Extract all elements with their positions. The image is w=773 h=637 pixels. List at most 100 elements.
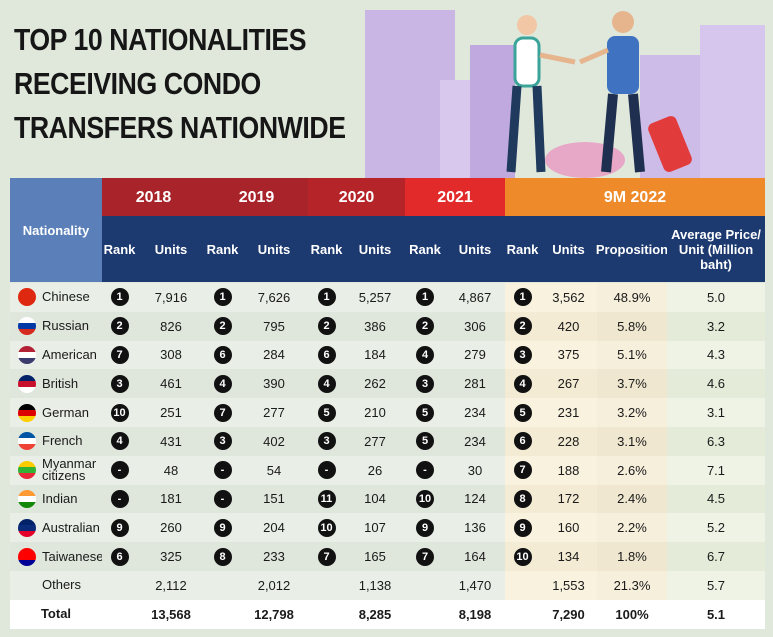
rank-cell: 2: [102, 311, 137, 341]
rank-badge: 9: [213, 518, 232, 537]
rank-badge: -: [416, 461, 434, 480]
flag: [18, 345, 36, 364]
units-cell: 1,553: [540, 571, 597, 600]
rank-badge: 4: [317, 374, 336, 393]
units-cell: 1,138: [345, 571, 405, 600]
year-header: 9M 2022: [505, 178, 765, 216]
person-legs: [601, 93, 645, 173]
nationality-name: British: [42, 375, 79, 391]
rank-cell: 10: [102, 398, 137, 427]
units-cell: 134: [540, 542, 597, 571]
flag: [18, 461, 36, 480]
nationality-header: Nationality: [10, 178, 102, 282]
units-cell: 210: [345, 398, 405, 427]
units-cell: 231: [540, 398, 597, 427]
units-cell: 164: [445, 542, 505, 571]
sub-header: Units: [345, 216, 405, 282]
rank-badge: 7: [317, 547, 336, 566]
rank-cell: 5: [405, 398, 445, 427]
units-cell: 267: [540, 369, 597, 399]
person-head: [517, 15, 537, 35]
units-cell: 8,285: [345, 599, 405, 629]
rank-badge: 11: [317, 489, 336, 508]
units-cell: 136: [445, 513, 505, 543]
price-cell: 4.6: [667, 369, 765, 399]
sub-header: Units: [240, 216, 308, 282]
rank-badge: 1: [416, 288, 434, 307]
units-cell: 4,867: [445, 283, 505, 312]
year-header: 2021: [405, 178, 505, 216]
rank-cell: 5: [505, 398, 540, 427]
year-header: 2018: [102, 178, 205, 216]
rank-badge: 7: [416, 547, 434, 566]
units-cell: 3,562: [540, 283, 597, 312]
units-cell: 26: [345, 455, 405, 485]
price-cell: 6.7: [667, 542, 765, 571]
rank-cell: 3: [205, 427, 240, 456]
rank-cell: -: [205, 455, 240, 485]
units-cell: 54: [240, 455, 308, 485]
flag: [18, 518, 36, 537]
rank-cell: 9: [205, 513, 240, 543]
price-cell: 5.2: [667, 513, 765, 543]
rank-badge: 2: [317, 317, 336, 336]
units-cell: 386: [345, 311, 405, 341]
rank-cell: [102, 599, 137, 629]
rank-badge: 3: [513, 345, 532, 364]
units-cell: 281: [445, 369, 505, 399]
rank-badge: 10: [110, 403, 129, 422]
rank-cell: [405, 599, 445, 629]
units-cell: 184: [345, 340, 405, 370]
units-cell: 7,916: [137, 283, 205, 312]
rank-cell: 3: [102, 369, 137, 399]
rank-cell: [205, 599, 240, 629]
rank-badge: 9: [110, 518, 129, 537]
units-cell: 104: [345, 484, 405, 514]
rank-cell: 5: [405, 427, 445, 456]
rank-badge: 5: [317, 403, 336, 422]
nationality-name: Myanmar citizens: [42, 456, 97, 484]
title-line: RECEIVING CONDO: [14, 66, 261, 101]
rank-badge: 8: [213, 547, 232, 566]
units-cell: 420: [540, 311, 597, 341]
proposition-cell: 3.7%: [597, 369, 667, 399]
units-cell: 188: [540, 455, 597, 485]
rank-badge: -: [110, 489, 129, 508]
units-cell: 1,470: [445, 571, 505, 600]
units-cell: 2,012: [240, 571, 308, 600]
units-cell: 260: [137, 513, 205, 543]
nationality-cell: French: [10, 427, 102, 456]
rank-cell: 1: [308, 283, 345, 312]
units-cell: 2,112: [137, 571, 205, 600]
nationality-name: French: [42, 433, 83, 449]
price-cell: 4.5: [667, 484, 765, 514]
rank-badge: 5: [513, 403, 532, 422]
nationality-name: Russian: [42, 318, 89, 334]
units-cell: 107: [345, 513, 405, 543]
person-body: [513, 36, 541, 88]
rank-cell: 2: [405, 311, 445, 341]
rank-cell: 6: [308, 340, 345, 370]
nationality-name: Indian: [42, 490, 78, 506]
rank-badge: 2: [110, 317, 129, 336]
title-line: TRANSFERS NATIONWIDE: [14, 110, 346, 145]
rank-badge: 2: [513, 317, 532, 336]
rank-cell: [205, 571, 240, 600]
rank-cell: 11: [308, 484, 345, 514]
flag: [18, 547, 36, 566]
rank-cell: 4: [308, 369, 345, 399]
rank-cell: 4: [102, 427, 137, 456]
sub-header: Rank: [505, 216, 540, 282]
sub-header: Units: [540, 216, 597, 282]
rank-badge: 2: [416, 317, 434, 336]
rank-badge: 1: [213, 288, 232, 307]
proposition-cell: 1.8%: [597, 542, 667, 571]
price-cell: 7.1: [667, 455, 765, 485]
sub-header: Rank: [405, 216, 445, 282]
rank-cell: 2: [505, 311, 540, 341]
rank-badge: 6: [317, 345, 336, 364]
rank-badge: -: [317, 461, 336, 480]
flag: [18, 403, 36, 422]
sub-header: Rank: [308, 216, 345, 282]
arms: [539, 47, 609, 65]
